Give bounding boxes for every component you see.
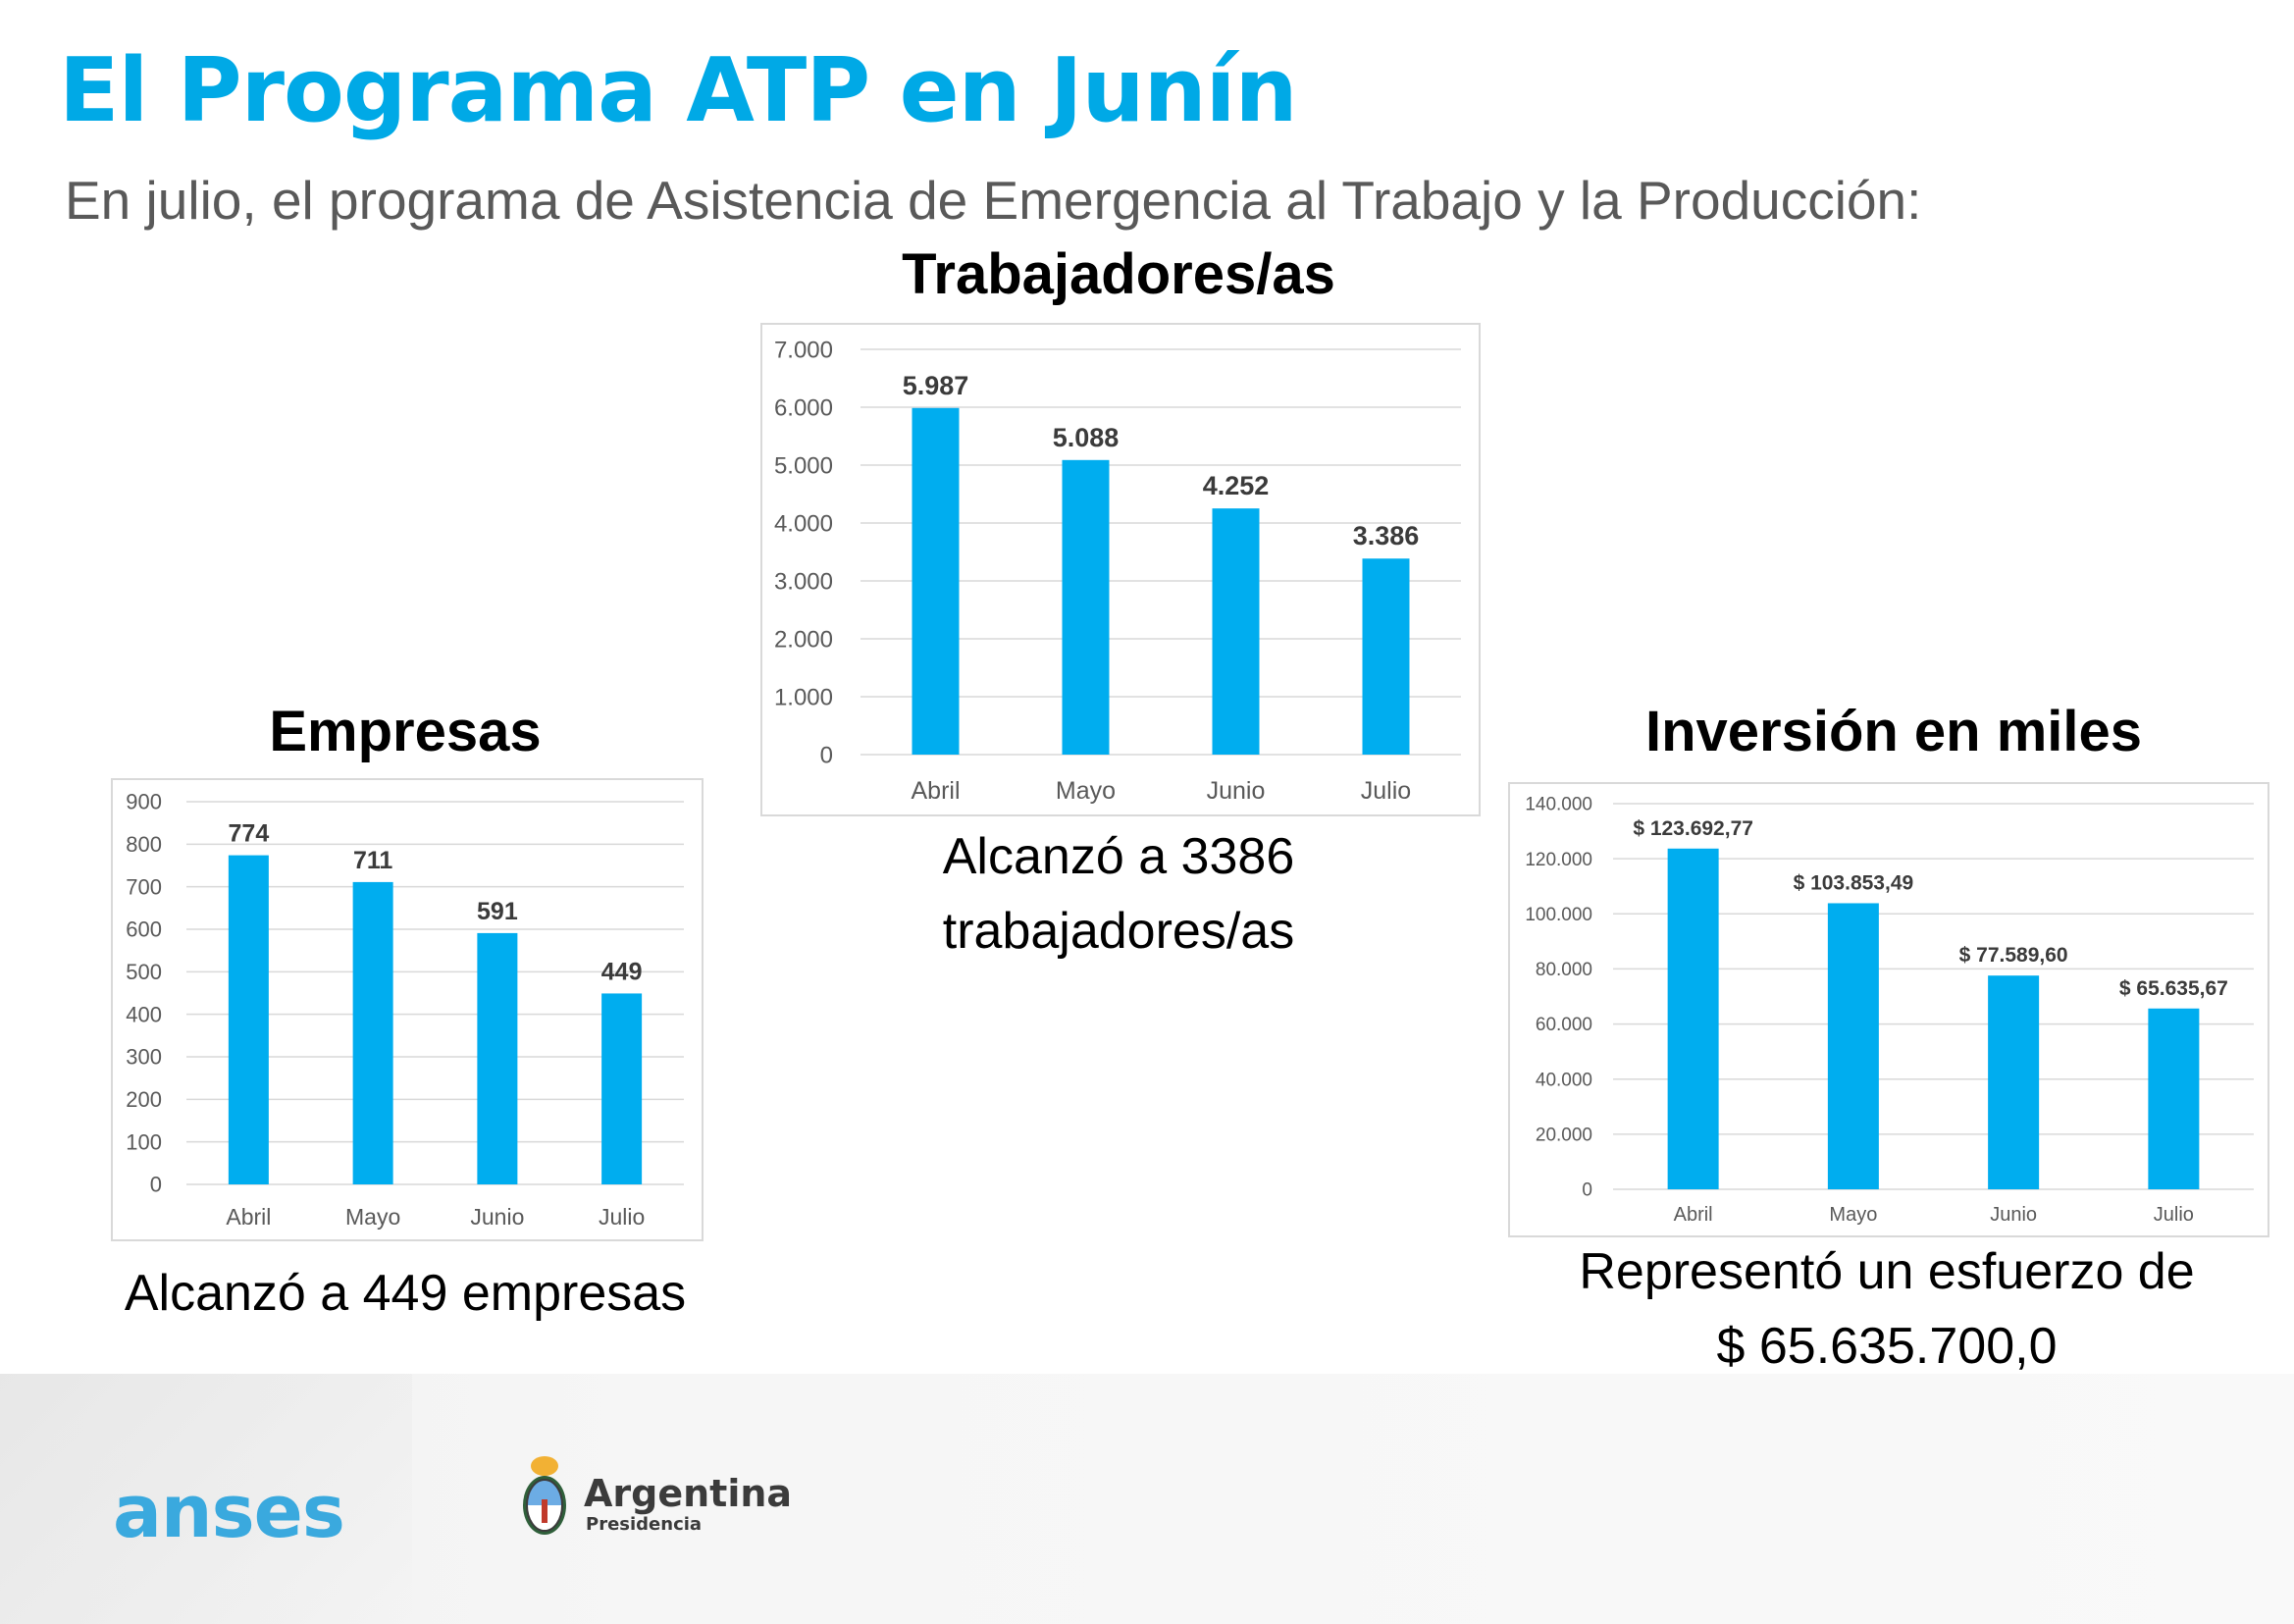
- bar-julio: [1362, 558, 1410, 755]
- data-label: $ 123.692,77: [1633, 817, 1753, 840]
- y-tick-label: 100.000: [1525, 905, 1592, 925]
- y-tick-label: 800: [126, 832, 162, 857]
- chart-trabajadores: 0 1.000 2.000 3.000 4.000 5.000 6.000 7.000 5.98…: [760, 323, 1481, 816]
- footer: anses Argentina Presidencia: [0, 1374, 2294, 1624]
- chart-title-trabajadores: Trabajadores/as: [902, 242, 1335, 306]
- y-tick-label: 0: [150, 1173, 162, 1197]
- category-label: Abril: [1674, 1204, 1713, 1226]
- chart-title-inversion: Inversión en miles: [1644, 700, 2143, 763]
- category-label: Mayo: [1829, 1204, 1877, 1226]
- y-tick-label: 6.000: [774, 394, 833, 421]
- y-tick-label: 100: [126, 1129, 162, 1154]
- category-label: Julio: [2154, 1204, 2194, 1226]
- data-label: 5.987: [903, 371, 969, 400]
- caption-inversion-line2: $ 65.635.700,0: [1716, 1318, 2058, 1375]
- category-label: Junio: [470, 1204, 524, 1230]
- chart-trabajadores-svg: 0 1.000 2.000 3.000 4.000 5.000 6.000 7.000 5.98…: [774, 337, 1461, 805]
- y-tick-label: 40.000: [1536, 1070, 1592, 1090]
- caption-empresas-line1: Alcanzó a 449 empresas: [124, 1265, 687, 1322]
- bar-julio: [601, 993, 643, 1184]
- bar-abril: [912, 407, 960, 755]
- data-label: 711: [353, 847, 392, 874]
- data-label: 3.386: [1353, 521, 1420, 550]
- y-tick-label: 120.000: [1525, 850, 1592, 870]
- argentina-subtitle: Presidencia: [586, 1514, 703, 1535]
- data-label: 4.252: [1203, 471, 1270, 500]
- anses-logo: anses: [113, 1470, 345, 1554]
- y-tick-label: 1.000: [774, 684, 833, 710]
- category-label: Junio: [1990, 1204, 2037, 1226]
- category-label: Junio: [1207, 777, 1266, 805]
- category-label: Abril: [226, 1204, 271, 1230]
- footer-shade: [0, 1374, 412, 1624]
- chart-inversion-svg: 0 20.000 40.000 60.000 80.000 100.000 120.000 1…: [1525, 795, 2254, 1226]
- y-tick-label: 3.000: [774, 568, 833, 595]
- chart-empresas-svg: 0 100 200 300 400 500 600 700 800 900 774 Abril 711 M…: [126, 790, 684, 1230]
- bar-junio: [1988, 975, 2040, 1189]
- page-title: El Programa ATP en Junín: [59, 39, 1298, 142]
- bar-junio: [477, 932, 518, 1184]
- y-tick-label: 900: [126, 790, 162, 814]
- data-label: 774: [229, 820, 270, 848]
- y-tick-label: 5.000: [774, 452, 833, 479]
- category-label: Julio: [599, 1204, 645, 1230]
- y-tick-label: 20.000: [1536, 1126, 1592, 1146]
- bar-mayo: [352, 881, 393, 1184]
- y-tick-label: 7.000: [774, 337, 833, 363]
- bar-junio: [1212, 508, 1260, 755]
- category-label: Mayo: [345, 1204, 400, 1230]
- caption-inversion-line1: Representó un esfuerzo de: [1579, 1243, 2195, 1300]
- category-label: Julio: [1361, 777, 1411, 805]
- data-label: $ 65.635,67: [2119, 977, 2228, 1000]
- data-label: 5.088: [1053, 423, 1120, 452]
- bar-julio: [2148, 1008, 2200, 1189]
- data-label: $ 103.853,49: [1794, 871, 1914, 894]
- caption-empresas: Alcanzó a 449 empresas: [111, 1256, 700, 1331]
- caption-trabajadores: Alcanzó a 3386 trabajadores/as: [760, 819, 1477, 969]
- y-tick-label: 0: [1582, 1180, 1592, 1201]
- y-tick-label: 140.000: [1525, 795, 1592, 815]
- y-tick-label: 700: [126, 874, 162, 899]
- y-tick-label: 200: [126, 1087, 162, 1112]
- caption-inversion: Representó un esfuerzo de $ 65.635.700,0: [1508, 1234, 2266, 1384]
- argentina-shield-icon: [523, 1456, 566, 1535]
- y-tick-label: 500: [126, 960, 162, 984]
- chart-title-empresas: Empresas: [269, 700, 542, 763]
- y-tick-label: 80.000: [1536, 960, 1592, 980]
- y-tick-label: 60.000: [1536, 1015, 1592, 1035]
- y-tick-label: 600: [126, 917, 162, 942]
- bar-abril: [1667, 848, 1719, 1189]
- category-label: Abril: [911, 777, 960, 805]
- y-tick-label: 400: [126, 1002, 162, 1026]
- y-tick-label: 300: [126, 1045, 162, 1070]
- chart-empresas: 0 100 200 300 400 500 600 700 800 900 774 Abril 711 M…: [111, 778, 704, 1241]
- chart-inversion: 0 20.000 40.000 60.000 80.000 100.000 120.000 1…: [1508, 782, 2269, 1237]
- data-label: $ 77.589,60: [1959, 944, 2068, 967]
- y-tick-label: 2.000: [774, 626, 833, 653]
- category-label: Mayo: [1056, 777, 1116, 805]
- bar-mayo: [1062, 459, 1110, 755]
- data-label: 449: [601, 958, 643, 985]
- data-label: 591: [477, 898, 518, 925]
- argentina-wordmark: Argentina: [584, 1472, 793, 1515]
- y-tick-label: 4.000: [774, 510, 833, 537]
- caption-trabajadores-line1: Alcanzó a 3386: [942, 828, 1295, 885]
- page-subtitle: En julio, el programa de Asistencia de E…: [65, 170, 1922, 231]
- bar-abril: [228, 855, 269, 1184]
- y-tick-label: 0: [820, 742, 833, 768]
- caption-trabajadores-line2: trabajadores/as: [942, 903, 1295, 960]
- bar-mayo: [1827, 903, 1879, 1189]
